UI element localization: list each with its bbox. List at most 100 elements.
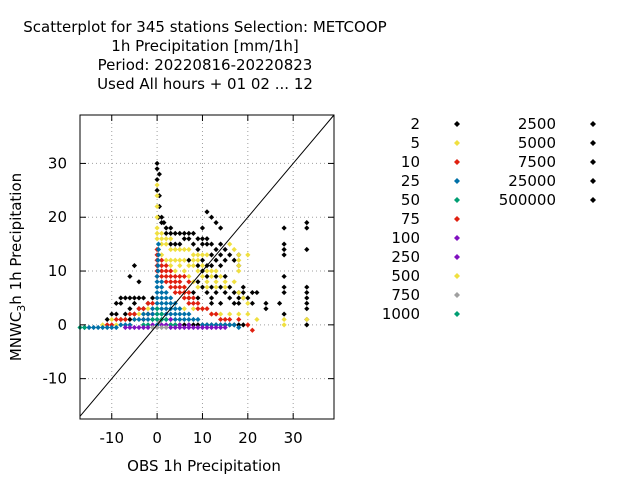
data-point [231,322,237,328]
data-point [208,214,215,220]
data-point [168,311,174,317]
legend-label: 500000 [499,191,556,209]
legend-label: 2500 [518,115,556,133]
data-point [190,241,196,247]
data-point [281,311,287,317]
data-point [177,246,183,253]
data-point [281,322,287,328]
data-point [245,311,251,317]
data-point [181,311,187,317]
data-point [177,279,183,285]
y-axis-ticks: -10 0 10 20 30 [43,154,334,388]
data-point [204,273,210,280]
data-point [186,322,192,328]
data-point [131,300,138,306]
data-point [154,316,160,323]
data-point [163,257,169,263]
data-point [227,252,233,258]
data-point [222,246,228,253]
data-point [159,214,165,220]
data-point [168,284,174,290]
data-point [213,246,219,253]
data-point [254,289,260,296]
data-point [204,322,210,328]
data-point [195,236,201,242]
data-point [281,252,287,258]
data-point [199,225,206,231]
data-point [199,273,206,280]
data-point [199,263,206,269]
data-point [213,257,219,263]
data-point [181,316,187,323]
data-point [227,316,233,323]
data-point [190,295,196,301]
data-point [145,311,151,317]
data-point [181,236,187,242]
data-point [113,300,119,306]
data-point [227,311,233,317]
data-point [168,257,174,263]
data-point [149,300,156,306]
data-point [204,284,210,290]
data-point [145,316,151,323]
data-point [154,273,160,280]
data-point [172,284,178,290]
data-point [154,236,160,242]
legend-marker [454,216,460,222]
data-point [95,324,101,331]
data-point [218,316,224,323]
data-point [154,300,160,306]
x-axis-ticks: -10 0 10 20 30 [100,115,303,447]
data-point [140,324,147,331]
data-point [113,324,119,331]
data-point [227,284,233,290]
legend-label: 7500 [518,153,556,171]
data-point [113,322,119,328]
y-tick-label: -10 [43,370,68,388]
data-point [195,284,201,290]
data-point [204,241,210,247]
data-point [159,284,165,290]
data-point [231,289,237,296]
data-point [113,316,119,323]
data-point [236,295,242,301]
legend-marker [454,140,460,146]
legend-label: 100 [391,229,420,247]
data-point [186,300,192,306]
data-point [213,324,219,331]
y-axis-label-main: MNWC [7,312,25,361]
legend-label: 25000 [508,172,556,190]
data-point [163,300,169,306]
data-point [195,295,201,301]
data-point [199,241,206,247]
data-point [168,295,174,301]
data-point [168,300,174,306]
data-point [154,306,160,312]
data-point [104,324,110,331]
data-point [304,316,310,323]
legend-marker [454,121,460,127]
data-point [195,257,201,263]
data-point [155,241,162,247]
data-point [155,257,161,263]
data-point [236,252,242,258]
data-point [149,324,156,331]
data-point [136,306,142,312]
data-point [156,171,162,177]
data-point [168,263,174,269]
data-point [208,300,215,306]
legend-marker [590,159,596,165]
data-point [155,246,162,253]
data-point [213,289,219,296]
data-point [222,324,228,331]
data-point [190,306,196,312]
data-point [149,295,156,301]
data-point [199,324,206,331]
data-point [163,324,169,331]
data-point [195,300,201,306]
data-point [263,300,269,306]
data-point [159,279,165,285]
data-point [208,311,215,317]
data-point [127,324,133,331]
data-point [222,289,228,296]
